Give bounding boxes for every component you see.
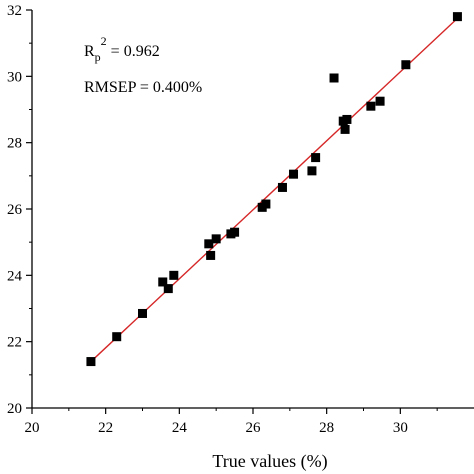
data-point <box>211 234 221 244</box>
x-tick-label: 26 <box>246 420 262 436</box>
data-point <box>277 182 287 192</box>
rmsep-annotation: RMSEP = 0.400% <box>84 79 202 96</box>
x-tick-label: 24 <box>172 420 188 436</box>
data-point <box>311 153 321 163</box>
y-tick-label: 26 <box>7 202 23 218</box>
data-point <box>169 270 179 280</box>
data-point <box>230 227 240 237</box>
data-point <box>158 277 168 287</box>
data-point <box>261 199 271 209</box>
r-superscript: 2 <box>101 34 107 48</box>
data-point <box>342 114 352 124</box>
data-point <box>204 239 214 249</box>
data-point <box>112 332 122 342</box>
data-point <box>163 284 173 294</box>
y-tick-label: 32 <box>7 3 22 19</box>
y-tick-label: 20 <box>7 401 22 417</box>
data-point <box>86 357 96 367</box>
data-point <box>401 60 411 70</box>
r-value: = 0.962 <box>107 43 160 60</box>
data-point <box>375 96 385 106</box>
data-point <box>340 124 350 134</box>
data-point <box>452 12 462 22</box>
x-tick-label: 22 <box>98 420 113 436</box>
r-squared-annotation: Rp2 = 0.962 <box>84 34 160 64</box>
x-tick-label: 20 <box>25 420 40 436</box>
x-tick-label: 30 <box>393 420 408 436</box>
y-tick-label: 28 <box>7 136 22 152</box>
x-tick-label: 28 <box>319 420 334 436</box>
data-point <box>138 308 147 318</box>
data-point <box>289 169 299 179</box>
x-axis-title: True values (%) <box>212 451 327 472</box>
data-point <box>366 101 376 111</box>
data-point <box>329 73 339 83</box>
y-tick-label: 30 <box>7 69 22 85</box>
y-tick-label: 22 <box>7 335 22 351</box>
y-tick-label: 24 <box>7 268 23 284</box>
r-main: R <box>84 43 95 60</box>
fit-line <box>90 16 460 363</box>
data-point <box>307 166 317 176</box>
data-point <box>206 250 216 260</box>
r-subscript: p <box>95 50 101 64</box>
chart-marks: 20 22 24 26 28 30 20 22 24 26 28 30 32 <box>7 3 474 436</box>
